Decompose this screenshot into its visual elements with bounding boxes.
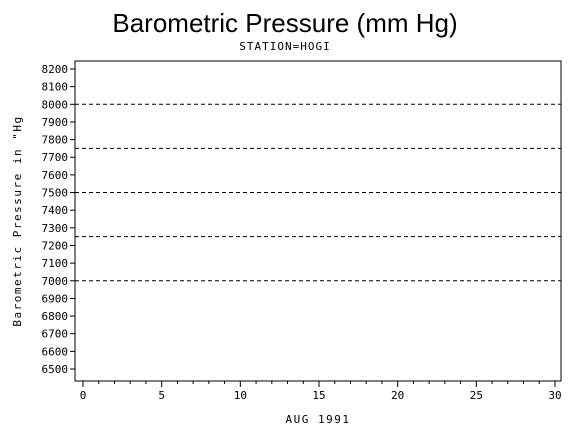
y-tick-label: 7700 bbox=[42, 151, 69, 164]
y-tick-label: 7300 bbox=[42, 222, 69, 235]
y-tick-label: 7100 bbox=[42, 257, 69, 270]
x-axis-label: AUG 1991 bbox=[286, 413, 351, 426]
y-tick-label: 8000 bbox=[42, 98, 69, 111]
y-tick-label: 6500 bbox=[42, 363, 69, 376]
y-tick-label: 7900 bbox=[42, 116, 69, 129]
plot-frame bbox=[74, 60, 562, 382]
y-tick-label: 7200 bbox=[42, 239, 69, 252]
y-tick-label: 6600 bbox=[42, 345, 69, 358]
y-tick-label: 7800 bbox=[42, 134, 69, 147]
x-axis: 0 5 10 15 20 25 30 bbox=[80, 381, 562, 402]
chart-title: Barometric Pressure (mm Hg) bbox=[112, 8, 457, 38]
y-tick-label: 6800 bbox=[42, 310, 69, 323]
x-tick-label: 25 bbox=[470, 389, 483, 402]
y-tick-label: 7500 bbox=[42, 187, 69, 200]
y-tick-label: 8100 bbox=[42, 81, 69, 94]
reference-lines bbox=[75, 103, 561, 282]
y-tick-label: 8200 bbox=[42, 63, 69, 76]
y-tick-label: 7000 bbox=[42, 275, 69, 288]
x-tick-label: 20 bbox=[391, 389, 404, 402]
chart-subtitle: STATION=HOGI bbox=[239, 40, 330, 53]
x-tick-label: 10 bbox=[234, 389, 247, 402]
x-tick-label: 30 bbox=[548, 389, 561, 402]
y-tick-label: 7600 bbox=[42, 169, 69, 182]
y-tick-label: 6900 bbox=[42, 292, 69, 305]
x-tick-label: 15 bbox=[312, 389, 325, 402]
x-tick-label: 5 bbox=[158, 389, 165, 402]
y-axis: 6500 6600 6700 6800 6900 7000 7100 7200 7300 7400… bbox=[42, 63, 75, 376]
x-tick-label: 0 bbox=[80, 389, 87, 402]
y-tick-label: 6700 bbox=[42, 328, 69, 341]
y-tick-label: 7400 bbox=[42, 204, 69, 217]
y-axis-label: Barometric Pressure in "Hg bbox=[11, 115, 24, 326]
